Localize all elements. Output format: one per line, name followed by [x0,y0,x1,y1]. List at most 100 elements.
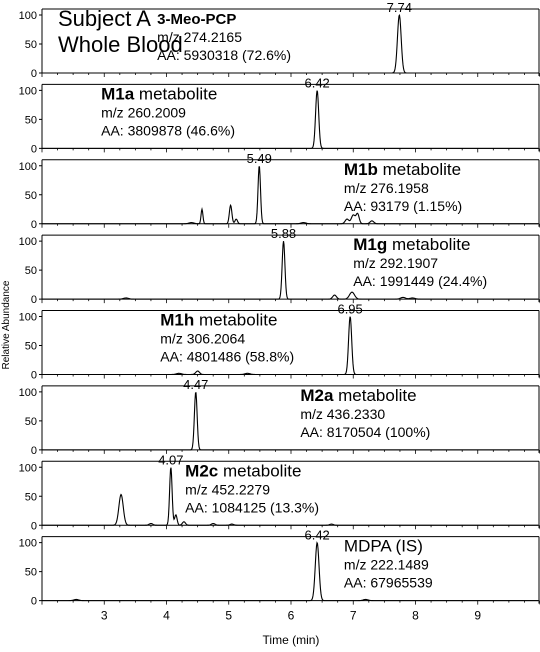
mz-value: m/z 222.1489 [344,557,429,573]
peak-rt-label: 5.88 [271,226,296,241]
peak-rt-label: 5.49 [247,151,272,166]
analyte-name: M1a metabolite [101,84,217,103]
analyte-suffix: metabolite [194,311,277,330]
x-tick-label: 9 [474,609,481,623]
sample-label: Whole Blood [58,32,183,57]
chromatogram-trace [42,467,538,526]
mz-value: m/z 260.2009 [101,104,186,120]
y-tick-label: 100 [19,10,37,22]
x-tick-label: 7 [350,609,357,623]
analyte-code: 3-Meo-PCP [157,11,236,28]
analyte-suffix: metabolite [378,160,461,179]
chromatogram-trace [42,316,538,376]
mz-value: m/z 452.2279 [185,481,270,497]
analyte-code: M1h [160,311,194,330]
y-tick-label: 100 [19,538,37,550]
y-tick-label: 50 [25,265,37,277]
y-tick-label: 0 [31,596,37,608]
peak-area: AA: 4801486 (58.8%) [160,349,294,365]
y-tick-label: 50 [25,416,37,428]
analyte-code: M1g [353,235,387,254]
peak-area: AA: 1991449 (24.4%) [353,273,487,289]
x-axis-label: Time (min) [263,633,320,647]
analyte-name: M1g metabolite [353,235,470,254]
chromatogram-trace [42,90,538,149]
peak-area: AA: 67965539 [344,575,433,591]
y-tick-label: 0 [31,294,37,306]
analyte-suffix: metabolite [387,235,470,254]
peak-area: AA: 1084125 (13.3%) [185,499,319,515]
y-tick-label: 100 [19,85,37,97]
analyte-name: MDPA (IS) [344,537,423,556]
peak-area: AA: 5930318 (72.6%) [157,47,291,63]
analyte-name: M2a metabolite [300,386,416,405]
peak-area: AA: 8170504 (100%) [300,424,430,440]
y-tick-label: 100 [19,312,37,324]
chromatogram-trace [42,241,538,300]
y-axis-label: Relative Abundance [1,280,12,369]
y-tick-label: 100 [19,236,37,248]
y-tick-label: 50 [25,567,37,579]
analyte-code: M2c [185,461,218,480]
y-tick-label: 100 [19,387,37,399]
analyte-name: M1b metabolite [344,160,461,179]
peak-rt-label: 6.95 [337,302,362,317]
y-tick-label: 50 [25,39,37,51]
analyte-suffix: metabolite [333,386,416,405]
analyte-code: M2a [300,386,334,405]
analyte-suffix: metabolite [218,461,301,480]
y-tick-label: 50 [25,190,37,202]
mz-value: m/z 276.1958 [344,180,429,196]
y-tick-label: 0 [31,370,37,382]
chromatogram-trace [42,14,538,74]
analyte-code: M1b [344,160,378,179]
x-tick-label: 4 [163,609,170,623]
mz-value: m/z 436.2330 [300,406,385,422]
peak-rt-label: 4.07 [158,452,183,467]
x-tick-label: 5 [225,609,232,623]
y-tick-label: 0 [31,445,37,457]
mz-value: m/z 292.1907 [353,255,438,271]
peak-rt-label: 6.42 [304,75,329,90]
analyte-name: M1h metabolite [160,311,277,330]
y-tick-label: 100 [19,462,37,474]
y-tick-label: 0 [31,143,37,155]
x-tick-label: 6 [288,609,295,623]
y-tick-label: 0 [31,219,37,231]
peak-area: AA: 3809878 (46.6%) [101,122,235,138]
analyte-name: 3-Meo-PCP [157,11,236,28]
mz-value: m/z 306.2064 [160,331,245,347]
analyte-suffix: MDPA (IS) [344,537,423,556]
y-tick-label: 50 [25,341,37,353]
analyte-suffix: metabolite [134,84,217,103]
peak-area: AA: 93179 (1.15%) [344,198,462,214]
x-tick-label: 8 [412,609,419,623]
y-tick-label: 0 [31,520,37,532]
chromatogram-trace [42,541,538,602]
analyte-name: M2c metabolite [185,461,301,480]
y-tick-label: 100 [19,161,37,173]
chromatogram-trace [42,166,538,225]
peak-rt-label: 7.74 [387,0,412,15]
peak-rt-label: 6.42 [304,528,329,543]
y-tick-label: 50 [25,114,37,126]
x-tick-label: 3 [101,609,108,623]
panel-8: 0 50 100 6.42 MDPA (IS)m/z 222.1489 AA: 67965… [19,528,540,608]
x-axis: 3 4 5 6 7 8 9 [101,609,482,623]
mz-value: m/z 274.2165 [157,29,242,45]
subject-label: Subject A [58,6,151,31]
peak-rt-label: 4.47 [183,377,208,392]
y-tick-label: 0 [31,68,37,80]
analyte-code: M1a [101,84,135,103]
chromatogram-trace [42,392,538,451]
y-tick-label: 50 [25,491,37,503]
